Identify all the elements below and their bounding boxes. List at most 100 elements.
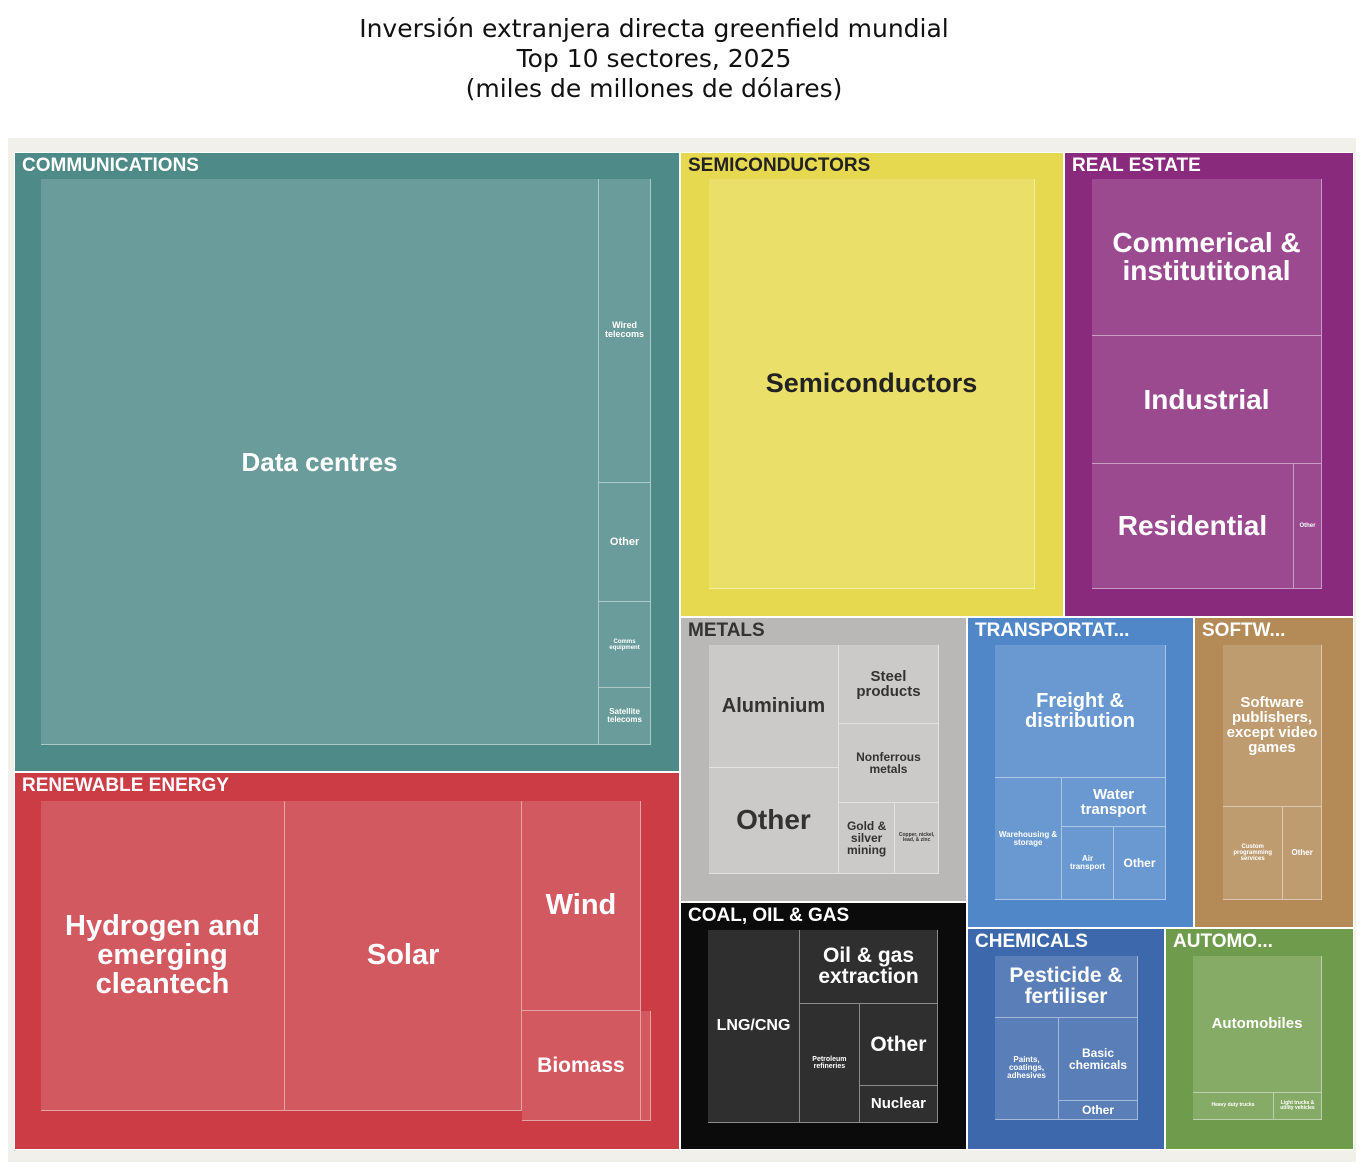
tile-steel-products: Steel products	[838, 645, 939, 724]
title-line-2: Top 10 sectores, 2025	[516, 44, 792, 73]
sector-label: RENEWABLE ENERGY	[22, 775, 229, 796]
tile-label: Water transport	[1080, 786, 1147, 819]
tile-label: Other	[1082, 1102, 1115, 1117]
tile-label: Wired telecoms	[605, 320, 645, 340]
chart-title: Inversión extranjera directa greenfield …	[0, 14, 1308, 104]
sector-subtiles: Aluminium Other Steel products Nonferrous m…	[709, 645, 939, 874]
tile-label: Data centres	[241, 446, 398, 477]
tile-label: Other	[870, 1032, 927, 1056]
tile-label: Warehousing & storage	[998, 829, 1058, 847]
sector-subtiles: Semiconductors	[709, 179, 1035, 589]
tile-label: Oil & gas extraction	[818, 944, 919, 989]
sector-label: REAL ESTATE	[1072, 155, 1201, 176]
tile-label: Hydrogen and emerging cleantech	[65, 909, 260, 1000]
tile-heavy-duty-trucks: Heavy duty trucks	[1193, 1092, 1274, 1120]
sector-subtiles: Software publishers, except video games C…	[1223, 645, 1322, 900]
tile-label: Commerical & institutitonal	[1112, 227, 1301, 286]
tile-nonferrous-metals: Nonferrous metals	[838, 724, 939, 803]
tile-label: Nuclear	[870, 1095, 926, 1113]
tile-label: Pesticide & fertiliser	[1009, 964, 1123, 1009]
tile-pesticide-and-fertiliser: Pesticide & fertiliser	[995, 956, 1138, 1018]
sector-coal-oil-and-gas: COAL, OIL & GAS LNG/CNG Oil & gas extracti…	[680, 902, 967, 1150]
tile-label: Software publishers, except video games	[1226, 694, 1318, 757]
sector-label: SOFTW...	[1202, 620, 1286, 641]
sector-label: SEMICONDUCTORS	[688, 155, 871, 176]
sector-real-estate: REAL ESTATE Commerical & institutitonal In…	[1064, 152, 1354, 617]
sector-chemicals: CHEMICALS Pesticide & fertiliser Paints, c…	[967, 928, 1165, 1150]
tile-other	[640, 1010, 651, 1121]
tile-other: Other	[859, 1003, 938, 1086]
tile-label: Solar	[366, 938, 440, 971]
tile-gold-and-silver-mining: Gold & silver mining	[838, 803, 896, 874]
tile-label: Steel products	[856, 668, 921, 700]
tile-comms-equipment: Comms equipment	[599, 602, 651, 689]
tile-label: Petroleum refineries	[812, 1055, 847, 1070]
tile-freight-and-distribution: Freight & distribution	[995, 645, 1166, 779]
tile-aluminium: Aluminium	[709, 645, 839, 768]
tile-label: Freight & distribution	[1025, 690, 1135, 733]
sector-subtiles: Data centres Wired telecoms Other Comms equ…	[41, 179, 651, 745]
tile-satellite-telecoms: Satellite telecoms	[599, 688, 651, 745]
tile-label: Semiconductors	[765, 368, 978, 398]
sector-communications: COMMUNICATIONS Data centres Wired telecoms…	[14, 152, 680, 772]
sector-subtiles: Pesticide & fertiliser Paints, coatings, …	[995, 956, 1138, 1120]
tile-label: Air transport	[1069, 854, 1106, 872]
sector-transportat: TRANSPORTAT... Freight & distribution Wate…	[967, 617, 1194, 928]
tile-other: Other	[1114, 827, 1166, 900]
sector-subtiles: Commerical & institutitonal Industrial Res…	[1092, 179, 1322, 589]
sector-subtiles: Hydrogen and emerging cleantech Solar Wind…	[41, 801, 651, 1121]
tile-label: Industrial	[1143, 383, 1270, 415]
sector-label: TRANSPORTAT...	[975, 620, 1130, 641]
tile-petroleum-refineries: Petroleum refineries	[800, 1003, 860, 1123]
tile-label: Copper, nickel, lead, & zinc	[898, 831, 935, 843]
tile-label: Paints, coatings, adhesives	[1007, 1055, 1046, 1081]
treemap-frame: COMMUNICATIONS Data centres Wired telecoms…	[8, 138, 1356, 1162]
tile-paints-coatings-adhesives: Paints, coatings, adhesives	[995, 1017, 1060, 1120]
sector-subtiles: Automobiles Heavy duty trucks Light trucks…	[1193, 956, 1322, 1120]
tile-copper-nickel-lead-and-zinc: Copper, nickel, lead, & zinc	[895, 803, 939, 874]
tile-custom-programming-services: Custom programming services	[1223, 806, 1284, 900]
tile-other: Other	[1283, 806, 1322, 900]
tile-other: Other	[1059, 1100, 1138, 1120]
tile-label: Biomass	[537, 1053, 625, 1077]
tile-wired-telecoms: Wired telecoms	[599, 179, 651, 483]
tile-warehousing-and-storage: Warehousing & storage	[995, 778, 1063, 900]
tile-label: Other	[1299, 523, 1316, 530]
tile-oil-and-gas-extraction: Oil & gas extraction	[800, 930, 938, 1004]
sector-subtiles: LNG/CNG Oil & gas extraction Petroleum ref…	[708, 930, 938, 1123]
tile-wind: Wind	[522, 801, 641, 1011]
tile-software-publishers-except-video-games: Software publishers, except video games	[1223, 645, 1322, 807]
sector-label: METALS	[688, 620, 765, 641]
tile-label: Other	[736, 804, 811, 836]
tile-residential: Residential	[1092, 464, 1294, 589]
tile-label: Basic chemicals	[1069, 1045, 1128, 1072]
title-line-1: Inversión extranjera directa greenfield …	[359, 14, 949, 43]
tile-label: Comms equipment	[609, 638, 640, 651]
tile-biomass: Biomass	[522, 1010, 641, 1121]
tile-hydrogen-and-emerging-cleantech: Hydrogen and emerging cleantech	[41, 801, 285, 1111]
sector-subtiles: Freight & distribution Water transport War…	[995, 645, 1166, 900]
sector-automo: AUTOMO... Automobiles Heavy duty trucks Lig…	[1165, 928, 1354, 1150]
sector-metals: METALS Aluminium Other Steel products Nonfer…	[680, 617, 967, 902]
tile-label: Wind	[545, 888, 617, 921]
tile-label: Satellite telecoms	[607, 707, 642, 725]
tile-label: Residential	[1117, 510, 1268, 542]
tile-semiconductors: Semiconductors	[709, 179, 1035, 589]
tile-label: Heavy duty trucks	[1211, 1102, 1255, 1109]
tile-label: Aluminium	[721, 694, 826, 717]
sector-renewable-energy: RENEWABLE ENERGY Hydrogen and emerging cl…	[14, 772, 680, 1150]
tile-other: Other	[1293, 464, 1322, 589]
tile-label: Other	[1291, 847, 1313, 857]
tile-label: Gold & silver mining	[846, 818, 887, 857]
tile-label: Automobiles	[1211, 1015, 1303, 1033]
sector-label: AUTOMO...	[1173, 931, 1273, 952]
tile-label: Light trucks & utility vehicles	[1280, 1099, 1315, 1111]
tile-other: Other	[599, 482, 651, 603]
tile-label: Other	[1123, 856, 1156, 871]
tile-basic-chemicals: Basic chemicals	[1059, 1017, 1138, 1101]
tile-label: LNG/CNG	[716, 1017, 791, 1034]
tile-label: Custom programming services	[1233, 843, 1273, 862]
tile-data-centres: Data centres	[41, 179, 600, 745]
sector-label: COAL, OIL & GAS	[688, 905, 850, 926]
tile-air-transport: Air transport	[1062, 827, 1114, 900]
